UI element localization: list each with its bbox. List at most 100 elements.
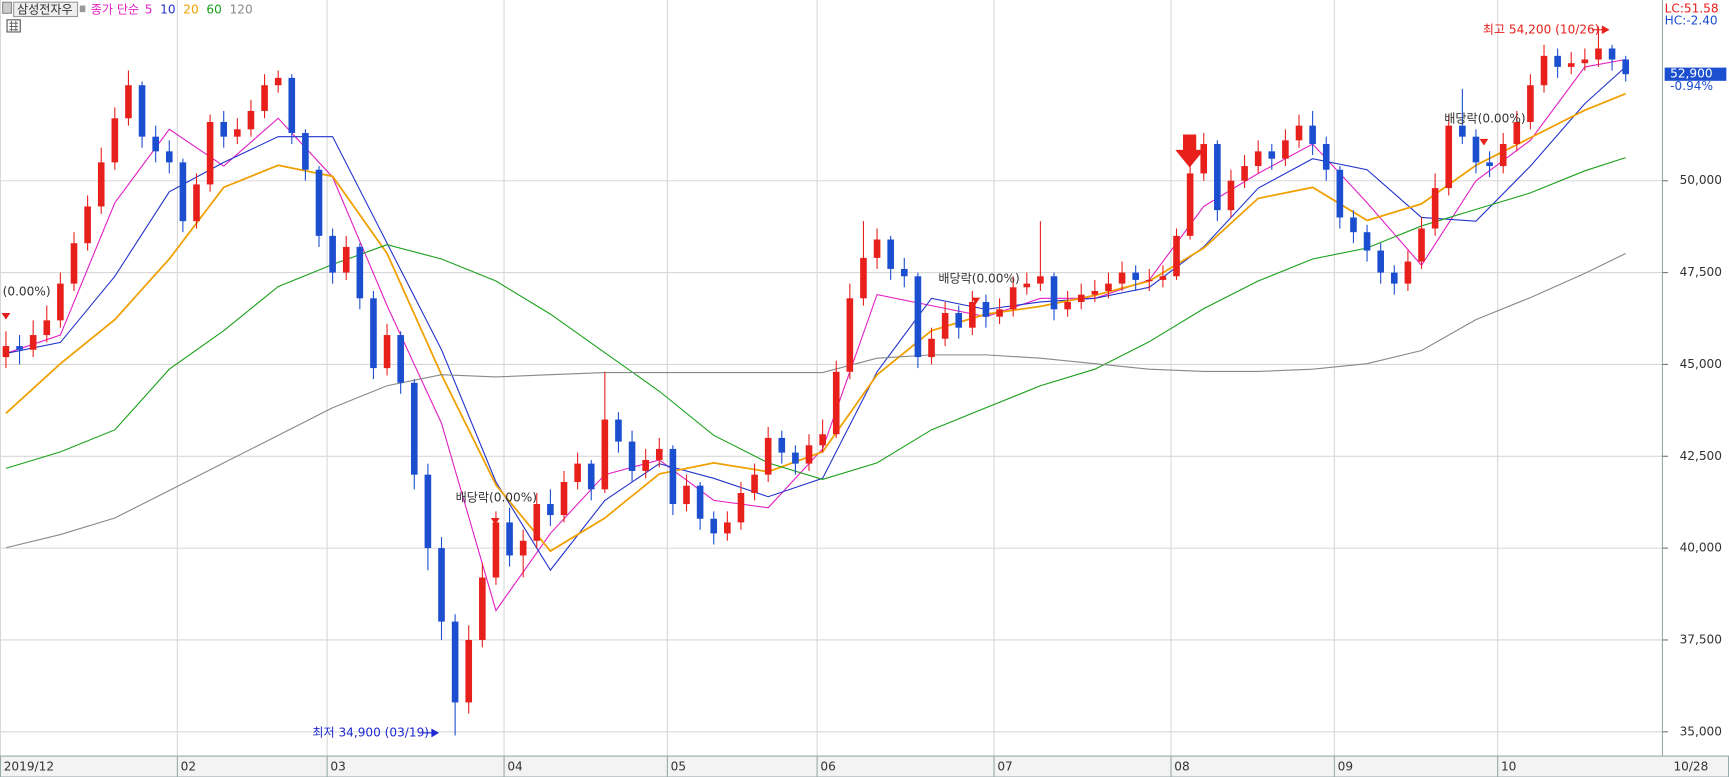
- candle-body: [914, 276, 922, 358]
- candle-body: [547, 504, 554, 516]
- legend-entry: 60: [206, 2, 221, 16]
- candle-body: [1527, 85, 1534, 122]
- header-icon[interactable]: [2, 1, 13, 14]
- candle-body: [383, 335, 391, 369]
- candle-body: [1077, 294, 1085, 302]
- candle-body: [1431, 188, 1439, 229]
- candle-body: [1418, 228, 1425, 262]
- candle-body: [410, 382, 418, 475]
- candle-body: [1295, 125, 1303, 141]
- candle-body: [1145, 279, 1153, 282]
- candle-body: [179, 162, 187, 222]
- x-tick-label: 07: [997, 760, 1012, 774]
- candle-body: [274, 77, 282, 86]
- legend-icon: [79, 5, 86, 13]
- y-tick-label: 37,500: [1680, 632, 1722, 646]
- candle-body: [805, 445, 813, 464]
- candle-body: [479, 577, 486, 640]
- candle-body: [57, 283, 64, 321]
- candle-body: [587, 463, 595, 490]
- candle-body: [1567, 63, 1575, 67]
- legend-entry: 20: [183, 2, 198, 16]
- candle-body: [29, 335, 37, 350]
- legend: 5 10 20 60 120: [145, 2, 253, 16]
- signal-arrow: [1175, 134, 1204, 168]
- dividend-annotation: 배당락(0.00%): [456, 491, 537, 505]
- candle-body: [533, 504, 541, 541]
- candle-body: [152, 136, 159, 152]
- last-date: 10/28: [1673, 760, 1708, 774]
- candle-body: [860, 257, 867, 299]
- candle-body: [764, 437, 772, 475]
- candle-body: [519, 540, 527, 556]
- candle-body: [1268, 151, 1276, 159]
- candle-body: [84, 206, 91, 244]
- dividend-marker: [490, 518, 500, 525]
- candle-body: [1486, 162, 1493, 167]
- candle-body: [696, 485, 704, 519]
- ma-line: [5, 252, 1626, 549]
- x-tick-label: 08: [1174, 760, 1189, 774]
- candle-body: [1554, 55, 1561, 67]
- ma-line: [5, 66, 1626, 572]
- candle-body: [506, 522, 513, 556]
- candle-body: [1227, 180, 1235, 211]
- symbol: 삼성전자우: [17, 2, 73, 16]
- candle-body: [1459, 125, 1466, 137]
- candle-body: [329, 235, 336, 273]
- grid: [0, 0, 1663, 757]
- x-axis-strip: [0, 755, 1729, 777]
- y-tick-label: 35,000: [1680, 724, 1722, 738]
- candle-body: [1350, 217, 1357, 233]
- candle-body: [1513, 121, 1521, 145]
- candle-body: [751, 474, 758, 494]
- candle-body: [43, 320, 51, 336]
- candle-body: [560, 481, 568, 516]
- symbol-box[interactable]: [13, 1, 79, 18]
- candle-body: [97, 162, 105, 207]
- x-tick-label: 2019/12: [4, 760, 54, 774]
- candle-body: [247, 110, 255, 130]
- candle-body: [356, 246, 364, 299]
- candle-body: [655, 448, 663, 460]
- candle-body: [1037, 276, 1044, 284]
- candle-body: [465, 639, 473, 703]
- y-tick-label: 50,000: [1680, 173, 1722, 187]
- candle-body: [1214, 144, 1221, 211]
- candle-body: [165, 151, 173, 163]
- candle-body: [900, 268, 908, 277]
- dividend-marker: [1479, 138, 1489, 146]
- candle-body: [601, 419, 609, 490]
- dividend-annotation: 배당락(0.00%): [1444, 112, 1525, 126]
- candle-body: [710, 518, 718, 534]
- candle-body: [1322, 144, 1330, 170]
- candle-body: [193, 184, 200, 222]
- dividend-marker: [1, 313, 11, 320]
- lc-label: LC:51.58: [1665, 1, 1719, 15]
- candle-body: [928, 338, 935, 358]
- candle-body: [1622, 59, 1629, 75]
- candle-body: [138, 85, 146, 137]
- candles: [2, 26, 1629, 736]
- candle-body: [16, 346, 23, 350]
- candle-body: [1499, 144, 1507, 167]
- candle-body: [792, 452, 799, 464]
- candle-body: [1050, 276, 1058, 310]
- candle-body: [234, 129, 241, 137]
- change-label: -0.94%: [1670, 79, 1713, 93]
- x-tick-label: 10: [1501, 760, 1516, 774]
- high-arrow-head: [1601, 25, 1610, 35]
- candle-body: [1254, 151, 1262, 167]
- candle-body: [424, 474, 432, 549]
- candle-body: [1241, 166, 1248, 181]
- legend-entry: 10: [160, 2, 175, 16]
- x-tick-label: 09: [1338, 760, 1353, 774]
- candle-body: [1581, 59, 1589, 64]
- candle-body: [1064, 301, 1071, 310]
- candle-body: [70, 243, 78, 284]
- moving-averages: [5, 58, 1626, 612]
- axis: 35,000 37,500 40,000 42,500 45,000 47,500 50,0…: [0, 67, 1727, 777]
- candle-body: [438, 548, 445, 622]
- candle-body: [1118, 272, 1126, 284]
